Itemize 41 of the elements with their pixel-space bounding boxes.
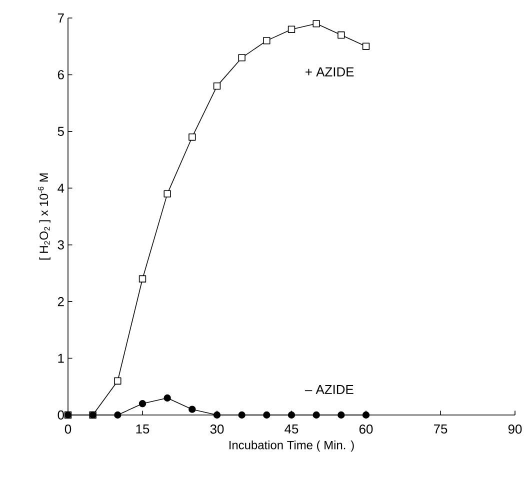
point	[213, 411, 221, 419]
x-tick-label: 15	[136, 424, 150, 434]
point	[263, 37, 270, 44]
point	[338, 411, 345, 419]
point	[288, 411, 296, 419]
y-axis-title: [ H$_{2}$O$_{2}$ ] x 10$^{-6}$ M	[38, 174, 50, 260]
y-tick-label: 5	[58, 126, 64, 136]
point	[263, 411, 270, 419]
point	[288, 26, 296, 33]
point	[138, 400, 146, 408]
x-tick-label: 90	[508, 424, 522, 434]
point	[188, 406, 196, 413]
y-tick-label: 0	[58, 410, 64, 420]
x-tick-label: 60	[359, 424, 373, 434]
point	[238, 411, 246, 419]
point	[312, 411, 320, 419]
series-label: – AZIDE	[304, 385, 354, 394]
y-tick-label: 2	[58, 297, 64, 306]
point	[362, 42, 370, 50]
x-tick-label: 0	[64, 424, 72, 434]
point	[114, 377, 122, 385]
y-tick-label: 4	[58, 184, 64, 193]
point	[164, 190, 171, 198]
x-tick-label: 30	[210, 424, 224, 434]
y-tick-label: 3	[58, 240, 64, 250]
point	[362, 411, 370, 419]
y-tick-label: 1	[58, 354, 64, 363]
x-tick-label: 75	[434, 424, 448, 434]
point	[338, 31, 345, 39]
point	[213, 82, 221, 90]
point	[164, 394, 171, 402]
point	[238, 54, 246, 62]
point	[138, 275, 146, 282]
point	[114, 411, 122, 419]
point	[312, 20, 320, 28]
x-tick-label: 45	[284, 424, 298, 434]
point	[188, 134, 196, 141]
series-label: + AZIDE	[306, 67, 354, 76]
x-axis-title: Incubation Time ( Min. )	[229, 440, 354, 452]
y-tick-label: 6	[58, 70, 64, 80]
y-tick-label: 7	[58, 14, 64, 22]
